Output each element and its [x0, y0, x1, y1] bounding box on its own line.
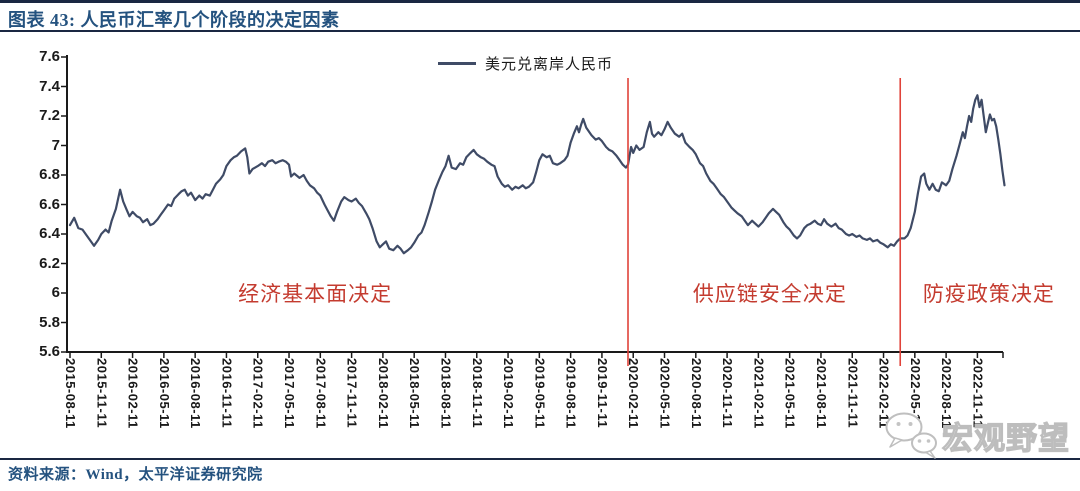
x-axis-label: 2017-02-11 — [250, 358, 266, 429]
x-axis-label: 2021-02-11 — [751, 358, 767, 429]
y-axis-label: 6.6 — [39, 195, 60, 213]
x-axis-label: 2022-11-11 — [970, 358, 986, 429]
x-axis-label: 2017-08-11 — [313, 358, 329, 429]
x-axis-label: 2015-08-11 — [63, 358, 78, 429]
wechat-icon — [885, 412, 937, 459]
y-axis-label: 6 — [51, 284, 60, 301]
x-axis-label: 2017-11-11 — [344, 358, 360, 429]
x-axis-label: 2020-08-11 — [688, 358, 704, 429]
legend-line-swatch — [438, 62, 476, 65]
x-axis-label: 2019-02-11 — [501, 358, 517, 429]
x-axis-label: 2018-05-11 — [407, 358, 423, 429]
x-axis-label: 2021-08-11 — [813, 358, 829, 429]
y-axis-label: 6.4 — [39, 225, 60, 242]
footer-rule — [0, 458, 1080, 460]
x-axis-label: 2018-02-11 — [375, 358, 391, 429]
x-axis-label: 2022-05-11 — [907, 358, 923, 429]
x-axis-label: 2016-11-11 — [219, 358, 235, 429]
title-underline-rule — [0, 30, 1080, 32]
chart-legend: 美元兑离岸人民币 — [438, 53, 613, 74]
watermark-text: 宏观野望 — [941, 420, 1070, 456]
watermark: 宏观野望 — [884, 410, 1070, 460]
top-border-rule — [0, 0, 1080, 3]
x-axis-label: 2018-08-11 — [438, 358, 454, 429]
x-axis-label: 2016-05-11 — [156, 358, 172, 429]
y-axis-label: 5.6 — [39, 343, 60, 360]
x-axis-label: 2015-11-11 — [94, 358, 110, 429]
x-axis-label: 2021-11-11 — [845, 358, 861, 429]
y-axis-label: 7.2 — [39, 107, 60, 124]
y-axis-label: 6.2 — [39, 254, 60, 272]
chart-area: 美元兑离岸人民币 经济基本面决定 供应链安全决定 防疫政策决定 宏观野望 7.6… — [39, 48, 1070, 460]
x-axis-label: 2016-08-11 — [188, 358, 204, 429]
annotation-pandemic-policy: 防疫政策决定 — [922, 282, 1055, 306]
x-axis-label: 2020-02-11 — [626, 358, 642, 429]
x-axis-label: 2019-05-11 — [532, 358, 548, 429]
x-axis-label: 2020-05-11 — [657, 358, 673, 429]
legend-label: 美元兑离岸人民币 — [485, 57, 614, 73]
y-axis-label: 5.8 — [39, 313, 60, 331]
x-axis-label: 2018-11-11 — [469, 358, 485, 429]
y-axis-label: 6.8 — [39, 166, 60, 183]
x-axis-label: 2019-08-11 — [563, 358, 579, 429]
x-axis-label: 2017-05-11 — [282, 358, 298, 429]
x-axis-label: 2021-05-11 — [782, 358, 798, 429]
y-axis-label: 7 — [51, 136, 60, 154]
x-axis-label: 2019-11-11 — [594, 358, 610, 429]
source-note: 资料来源：Wind，太平洋证券研究院 — [8, 467, 263, 483]
y-axis-label: 7.4 — [39, 77, 60, 95]
x-axis-label: 2022-02-11 — [876, 358, 892, 429]
x-axis-label: 2022-08-11 — [939, 358, 955, 429]
y-axis-label: 7.6 — [39, 48, 60, 65]
annotation-supply-chain-security: 供应链安全决定 — [692, 282, 847, 306]
annotation-economic-fundamentals: 经济基本面决定 — [238, 282, 393, 306]
figure-title: 图表 43: 人民币汇率几个阶段的决定因素 — [8, 10, 340, 30]
x-axis-label: 2016-02-11 — [125, 358, 141, 429]
x-axis-label: 2020-11-11 — [720, 358, 736, 429]
usdcnh-series-line — [68, 94, 1006, 255]
